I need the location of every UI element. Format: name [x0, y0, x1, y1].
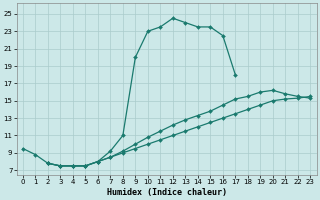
X-axis label: Humidex (Indice chaleur): Humidex (Indice chaleur): [107, 188, 227, 197]
